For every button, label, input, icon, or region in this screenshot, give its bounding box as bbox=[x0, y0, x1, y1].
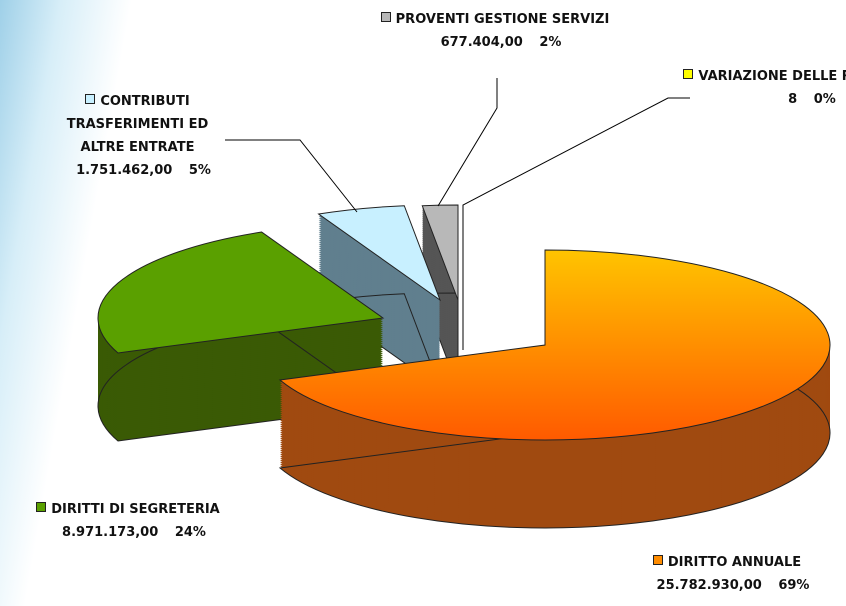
data-label: DIRITTI DI SEGRETERIA 8.971.173,00 24% bbox=[0, 498, 256, 544]
slice-top bbox=[421, 204, 459, 301]
legend-swatch bbox=[652, 555, 663, 565]
label-name: DIRITTO ANNUALE bbox=[667, 555, 802, 570]
data-label: VARIAZIONE DELLE RIMANENZE 8 0% bbox=[676, 65, 846, 111]
leader-line bbox=[225, 139, 358, 213]
legend-swatch bbox=[85, 94, 96, 104]
slice-top bbox=[317, 205, 442, 302]
label-amount: 1.751.462,00 bbox=[76, 163, 173, 178]
data-label: DIRITTO ANNUALE 25.782.930,00 69% bbox=[612, 551, 842, 597]
legend-swatch bbox=[683, 69, 694, 79]
legend-swatch bbox=[380, 12, 391, 22]
leader-line bbox=[462, 97, 690, 350]
label-percent: 5% bbox=[188, 163, 211, 178]
label-percent: 0% bbox=[813, 92, 836, 107]
label-name: CONTRIBUTI TRASFERIMENTI ED ALTRE ENTRAT… bbox=[66, 94, 209, 155]
leader-line bbox=[437, 78, 498, 207]
legend-swatch bbox=[36, 502, 47, 512]
label-percent: 24% bbox=[174, 525, 206, 540]
label-percent: 2% bbox=[539, 35, 562, 50]
slice bbox=[278, 249, 831, 529]
label-amount: 8 bbox=[788, 92, 798, 107]
label-name: VARIAZIONE DELLE RIMANENZE bbox=[698, 69, 846, 84]
label-amount: 677.404,00 bbox=[440, 35, 523, 50]
label-percent: 69% bbox=[778, 578, 810, 593]
data-label: PROVENTI GESTIONE SERVIZI 677.404,00 2% bbox=[380, 8, 610, 54]
label-amount: 25.782.930,00 bbox=[656, 578, 762, 593]
data-label: CONTRIBUTI TRASFERIMENTI ED ALTRE ENTRAT… bbox=[55, 90, 220, 182]
label-name: PROVENTI GESTIONE SERVIZI bbox=[395, 12, 610, 27]
slice-top bbox=[278, 249, 831, 441]
label-name: DIRITTI DI SEGRETERIA bbox=[51, 502, 220, 517]
label-amount: 8.971.173,00 bbox=[62, 525, 159, 540]
slice-top bbox=[97, 231, 385, 354]
